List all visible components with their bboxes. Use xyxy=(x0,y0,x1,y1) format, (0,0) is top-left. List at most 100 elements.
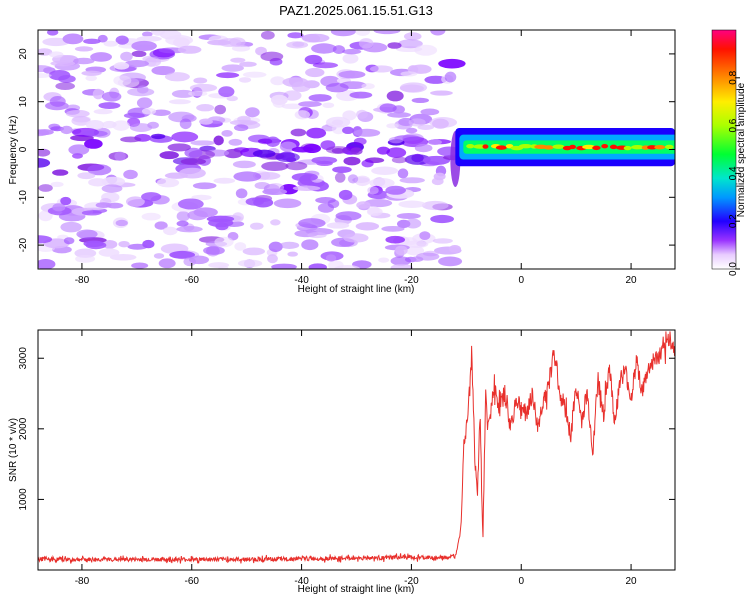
spectrogram-cell xyxy=(147,121,159,129)
spectrogram-cell xyxy=(38,235,53,244)
spectrogram-cell xyxy=(176,220,189,227)
spectrogram-cell xyxy=(85,119,105,130)
spectrogram-cell xyxy=(123,169,138,180)
spectrogram-cell xyxy=(102,120,117,129)
spectrogram-cell xyxy=(279,241,300,249)
signal-band-peak xyxy=(495,145,508,150)
spectrogram-cell xyxy=(438,256,463,267)
spectrogram-cell xyxy=(330,30,356,37)
spectrogram-cell xyxy=(415,252,440,261)
spectrogram-cell xyxy=(76,229,98,239)
spectrogram-cell xyxy=(153,253,165,259)
spectrogram-cell xyxy=(214,104,226,115)
spectrogram-cell xyxy=(232,212,244,223)
spectrogram-cell xyxy=(306,127,327,139)
spectrogram-cell xyxy=(115,219,128,227)
spectrogram-cell xyxy=(71,116,91,126)
spectrogram-cell xyxy=(102,239,118,249)
spectrogram-cell xyxy=(120,51,133,62)
spectrogram-cell xyxy=(113,62,130,70)
spectrogram-cell xyxy=(127,243,148,250)
spectrogram-cell xyxy=(163,226,178,236)
spectrogram-cell xyxy=(342,53,359,64)
spectrogram-cell xyxy=(136,85,149,94)
spectrogram-cell xyxy=(74,46,94,52)
spectrogram-cell xyxy=(190,140,216,146)
spectrogram-cell xyxy=(255,171,281,180)
spectrogram-cell xyxy=(81,70,102,76)
spectrogram-cell xyxy=(378,257,390,263)
spectrogram-cell xyxy=(448,244,461,253)
spectrogram-cell xyxy=(287,32,304,39)
spectrogram-cell xyxy=(438,58,466,69)
spectrogram-cell xyxy=(38,129,54,136)
spectrogram-cell xyxy=(164,172,189,179)
spectrogram-cell xyxy=(282,77,309,88)
spectrogram-cell xyxy=(129,123,153,132)
spectrogram-cell xyxy=(38,184,53,192)
spectrogram-cell xyxy=(355,222,380,231)
spectrogram-cell xyxy=(325,116,351,128)
spectrogram-cell xyxy=(98,102,121,109)
spectrogram-cell xyxy=(93,108,113,115)
spectrogram-cell xyxy=(62,33,84,45)
spectrogram-cell xyxy=(184,147,203,158)
spectrogram-cell xyxy=(249,222,264,230)
x-tick-label: -80 xyxy=(75,275,90,286)
spectrogram-cell xyxy=(308,94,332,102)
spectrogram-cell xyxy=(421,200,449,211)
x-tick-label: -80 xyxy=(75,576,90,587)
x-tick-label: -20 xyxy=(404,275,419,286)
spectrogram-cell xyxy=(230,57,246,63)
spectrogram-cell xyxy=(101,176,126,187)
spectrogram-cell xyxy=(308,263,327,269)
spectrogram-cell xyxy=(350,147,363,155)
spectrogram-cell xyxy=(325,146,351,154)
spectrogram-cell xyxy=(173,37,190,48)
spectrogram-cell xyxy=(60,125,73,135)
signal-band-peak xyxy=(654,145,666,150)
spectrogram-cell xyxy=(131,40,157,52)
spectrogram-cell xyxy=(208,262,230,268)
spectrogram-cell xyxy=(371,166,398,175)
spectrogram-cell xyxy=(291,172,318,182)
spectrogram-cell xyxy=(98,248,120,257)
signal-band-peak xyxy=(466,143,475,149)
x-tick-label: 20 xyxy=(626,576,638,587)
spectrogram-cell xyxy=(169,250,196,259)
spectrogram-cell xyxy=(189,83,218,92)
spectrogram-cell xyxy=(218,86,235,98)
spectrogram-cell xyxy=(221,64,244,72)
spectrogram-cell xyxy=(151,65,176,76)
spectrogram-cell xyxy=(38,148,51,157)
spectrogram-cell xyxy=(168,99,191,105)
spectrogram-cell xyxy=(68,144,90,156)
spectrogram-cell xyxy=(136,97,153,109)
spectrogram-cell xyxy=(60,221,82,233)
spectrogram-cell xyxy=(213,135,224,146)
spectrogram-cell xyxy=(373,30,401,35)
spectrogram-cell xyxy=(342,126,354,135)
x-tick-label: 20 xyxy=(626,275,638,286)
spectrogram-cell xyxy=(326,222,350,229)
spectrogram-cell xyxy=(171,131,199,143)
spectrogram-cell xyxy=(141,212,161,221)
spectrogram-cell xyxy=(228,138,243,146)
spectrogram-cell xyxy=(136,35,162,42)
spectrogram-cell xyxy=(390,263,414,269)
spectrogram-cell xyxy=(118,240,130,248)
spectrogram-cell xyxy=(275,152,300,163)
spectrogram-cell xyxy=(430,90,453,96)
spectrogram-cell xyxy=(49,96,66,107)
spectrogram-cell xyxy=(233,171,262,182)
snr-y-ticks: 1000 2000 3000 xyxy=(18,347,675,511)
signal-band-peak xyxy=(623,145,632,151)
spectrogram-cell xyxy=(427,139,442,146)
spectrogram-cell xyxy=(191,194,212,201)
snr-series-line xyxy=(38,331,675,564)
spectrogram-cell xyxy=(307,231,327,239)
spectrogram-cell xyxy=(213,177,236,184)
spectrogram-cell xyxy=(292,41,305,47)
spectrogram-cell xyxy=(311,43,337,54)
